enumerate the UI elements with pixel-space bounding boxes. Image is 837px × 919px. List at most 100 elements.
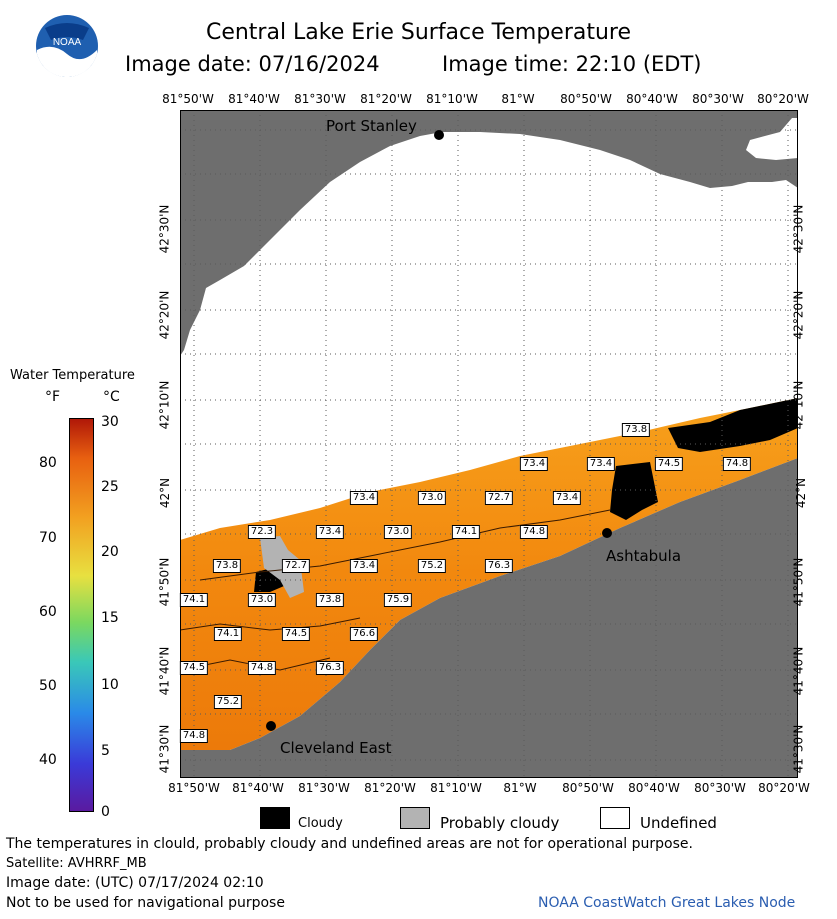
- scale-tick-c: 15: [101, 610, 119, 626]
- lat-label: 42°10'N: [791, 380, 806, 430]
- probably-cloudy-label: Probably cloudy: [440, 814, 560, 832]
- temperature-tag: 73.4: [349, 491, 379, 505]
- temperature-tag: 73.0: [383, 525, 413, 539]
- temperature-tag: 76.6: [349, 627, 379, 641]
- lat-label: 42°30'N: [791, 204, 806, 254]
- utc-date-text: Image date: (UTC) 07/17/2024 02:10: [6, 875, 264, 891]
- lat-label: 42°20'N: [157, 290, 172, 340]
- temperature-tag: 72.7: [281, 559, 311, 573]
- temperature-tag: 72.7: [484, 491, 514, 505]
- lat-label: 41°30'N: [791, 724, 806, 774]
- land-us: [180, 458, 798, 778]
- legend-unit-f: °F: [45, 389, 61, 405]
- lat-label: 41°50'N: [157, 557, 172, 607]
- lat-label: 42°10'N: [157, 380, 172, 430]
- lon-label: 81°30'W: [298, 781, 350, 795]
- disclaimer-text: The temperatures in clould, probably clo…: [6, 836, 693, 852]
- grid-lines: [180, 110, 798, 778]
- lat-label: 42°30'N: [157, 204, 172, 254]
- lon-label: 81°W: [503, 781, 537, 795]
- cloud-mask: [668, 398, 798, 452]
- lat-label: 41°50'N: [791, 557, 806, 607]
- navigation-warning: Not to be used for navigational purpose: [6, 895, 285, 911]
- temperature-tag: 74.8: [247, 661, 277, 675]
- temperature-tag: 73.4: [349, 559, 379, 573]
- lon-label: 80°30'W: [694, 781, 746, 795]
- lon-label: 81°40'W: [228, 92, 280, 106]
- scale-tick-c: 20: [101, 544, 119, 560]
- lon-label: 80°50'W: [562, 781, 614, 795]
- isotherm: [179, 617, 361, 631]
- image-date: Image date: 07/16/2024: [125, 52, 380, 76]
- temperature-tag: 74.1: [179, 593, 209, 607]
- isotherm: [199, 509, 611, 581]
- place-label-cleveland-east: Cleveland East: [280, 739, 392, 757]
- lon-label: 80°40'W: [628, 781, 680, 795]
- temperature-tag: 73.0: [247, 593, 277, 607]
- place-label-ashtabula: Ashtabula: [606, 547, 682, 565]
- lon-label: 81°50'W: [162, 92, 214, 106]
- temperature-tag: 73.0: [417, 491, 447, 505]
- temperature-tag: 73.8: [315, 593, 345, 607]
- scale-tick-c: 30: [101, 414, 119, 430]
- lon-label: 81°10'W: [426, 92, 478, 106]
- scale-tick-f: 80: [39, 455, 57, 471]
- cloudy-label: Cloudy: [298, 816, 343, 831]
- scale-tick-c: 0: [101, 804, 110, 820]
- temperature-tag: 75.2: [417, 559, 447, 573]
- lat-label: 42°N: [794, 477, 809, 509]
- lat-label: 42°20'N: [791, 290, 806, 340]
- land-canada: [180, 110, 798, 356]
- cloudy-swatch: [260, 807, 290, 829]
- scale-tick-c: 5: [101, 743, 110, 759]
- lon-label: 80°20'W: [757, 92, 809, 106]
- lon-label: 80°50'W: [560, 92, 612, 106]
- lat-label: 41°40'N: [791, 646, 806, 696]
- lon-label: 81°40'W: [232, 781, 284, 795]
- svg-text:NOAA: NOAA: [53, 37, 82, 48]
- undefined-label: Undefined: [640, 814, 717, 832]
- noaa-logo: NOAA: [35, 14, 99, 78]
- temperature-tag: 74.8: [722, 457, 752, 471]
- lon-label: 81°30'W: [294, 92, 346, 106]
- scale-tick-f: 70: [39, 530, 57, 546]
- lon-label: 80°40'W: [626, 92, 678, 106]
- lon-label: 81°W: [501, 92, 535, 106]
- credit-text: NOAA CoastWatch Great Lakes Node: [538, 895, 796, 911]
- legend-title: Water Temperature: [10, 368, 135, 383]
- lon-label: 81°20'W: [364, 781, 416, 795]
- lat-label: 41°30'N: [157, 724, 172, 774]
- scale-tick-f: 40: [39, 752, 57, 768]
- scale-tick-c: 10: [101, 677, 119, 693]
- ashtabula-marker: [602, 528, 612, 538]
- lon-label: 81°50'W: [168, 781, 220, 795]
- legend-unit-c: °C: [103, 389, 120, 405]
- lon-label: 80°20'W: [758, 781, 810, 795]
- map-title: Central Lake Erie Surface Temperature: [205, 20, 632, 45]
- temperature-tag: 75.2: [213, 695, 243, 709]
- image-time: Image time: 22:10 (EDT): [442, 52, 702, 76]
- undefined-swatch: [600, 807, 630, 829]
- temperature-tag: 74.1: [451, 525, 481, 539]
- satellite-text: Satellite: AVHRRF_MB: [6, 856, 147, 871]
- temperature-tag: 73.4: [586, 457, 616, 471]
- probably-cloudy-swatch: [400, 807, 430, 829]
- temperature-tag: 73.4: [519, 457, 549, 471]
- temperature-tag: 74.5: [654, 457, 684, 471]
- temperature-tag: 75.9: [383, 593, 413, 607]
- temperature-tag: 72.3: [247, 525, 277, 539]
- temperature-tag: 73.8: [621, 423, 651, 437]
- temperature-tag: 74.5: [281, 627, 311, 641]
- place-label-port-stanley: Port Stanley: [326, 117, 417, 135]
- temperature-color-scale: [69, 418, 94, 812]
- temperature-tag: 73.8: [212, 559, 242, 573]
- port-stanley-marker: [434, 130, 444, 140]
- scale-tick-f: 50: [39, 678, 57, 694]
- temperature-tag: 73.4: [552, 491, 582, 505]
- temperature-tag: 74.8: [519, 525, 549, 539]
- lon-label: 80°30'W: [692, 92, 744, 106]
- scale-tick-f: 60: [39, 604, 57, 620]
- cloud-mask: [610, 462, 658, 520]
- temperature-tag: 74.8: [179, 729, 209, 743]
- scale-tick-c: 25: [101, 479, 119, 495]
